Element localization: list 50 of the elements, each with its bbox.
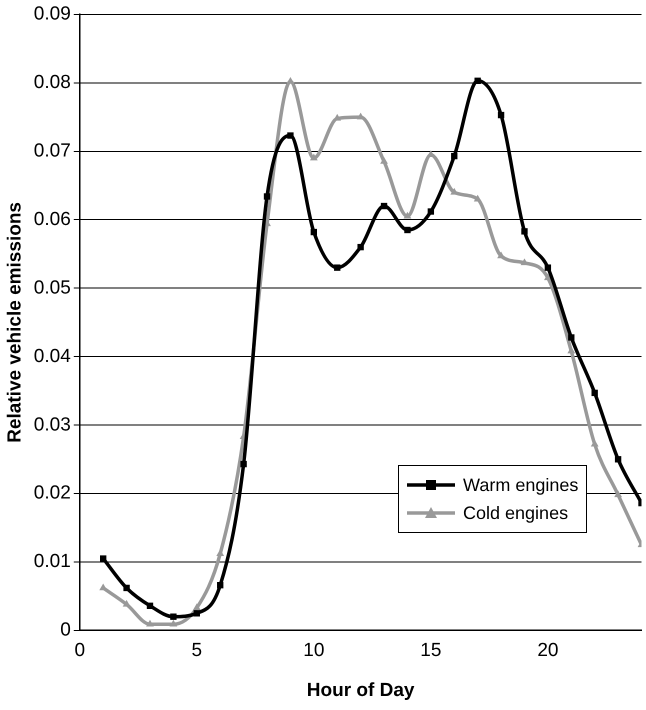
point bbox=[334, 264, 340, 271]
point bbox=[192, 603, 201, 610]
point bbox=[544, 264, 552, 271]
point bbox=[404, 212, 412, 219]
point bbox=[170, 614, 177, 620]
point bbox=[146, 602, 154, 609]
legend-label: Warm engines bbox=[463, 474, 578, 496]
point bbox=[428, 208, 434, 215]
x-tick-label: 5 bbox=[192, 640, 202, 662]
y-tick-label: 0.04 bbox=[34, 346, 72, 367]
point bbox=[590, 440, 599, 446]
point bbox=[520, 258, 528, 266]
point bbox=[310, 154, 318, 160]
y-tick-label: 0.08 bbox=[34, 72, 71, 94]
point bbox=[123, 584, 130, 592]
point bbox=[614, 456, 622, 462]
point bbox=[170, 620, 178, 626]
y-tick-label: 0.06 bbox=[34, 208, 71, 230]
point bbox=[451, 152, 458, 160]
point bbox=[380, 157, 388, 164]
point bbox=[287, 132, 294, 139]
point bbox=[194, 610, 200, 616]
point bbox=[474, 78, 481, 84]
point bbox=[240, 460, 247, 468]
x-tick-label: 20 bbox=[537, 640, 558, 662]
x-axis-title: Hour of Day bbox=[306, 680, 415, 701]
point bbox=[100, 555, 106, 562]
point bbox=[592, 390, 598, 396]
y-tick-label: 0.01 bbox=[34, 551, 71, 572]
x-tick-label: 10 bbox=[303, 640, 324, 662]
y-tick-label: 0.05 bbox=[34, 277, 71, 298]
y-axis-title: Relative vehicle emissions bbox=[4, 202, 26, 443]
y-tick-label: 0.07 bbox=[34, 140, 71, 162]
x-tick-label: 15 bbox=[420, 640, 442, 662]
y-tick-label: 0.09 bbox=[34, 4, 71, 25]
point bbox=[122, 600, 130, 607]
point bbox=[310, 228, 318, 236]
point bbox=[498, 112, 504, 118]
point bbox=[614, 490, 622, 498]
point bbox=[146, 620, 154, 626]
y-tick-label: 0.02 bbox=[34, 482, 71, 504]
point bbox=[217, 582, 224, 588]
y-tick-label: 0.03 bbox=[34, 414, 71, 436]
point bbox=[357, 244, 364, 250]
point bbox=[521, 228, 528, 235]
legend-label: Cold engines bbox=[463, 502, 568, 524]
y-tick-label: 0 bbox=[60, 620, 71, 641]
point bbox=[568, 334, 574, 341]
point bbox=[474, 194, 482, 202]
x-tick-label: 0 bbox=[74, 640, 86, 662]
